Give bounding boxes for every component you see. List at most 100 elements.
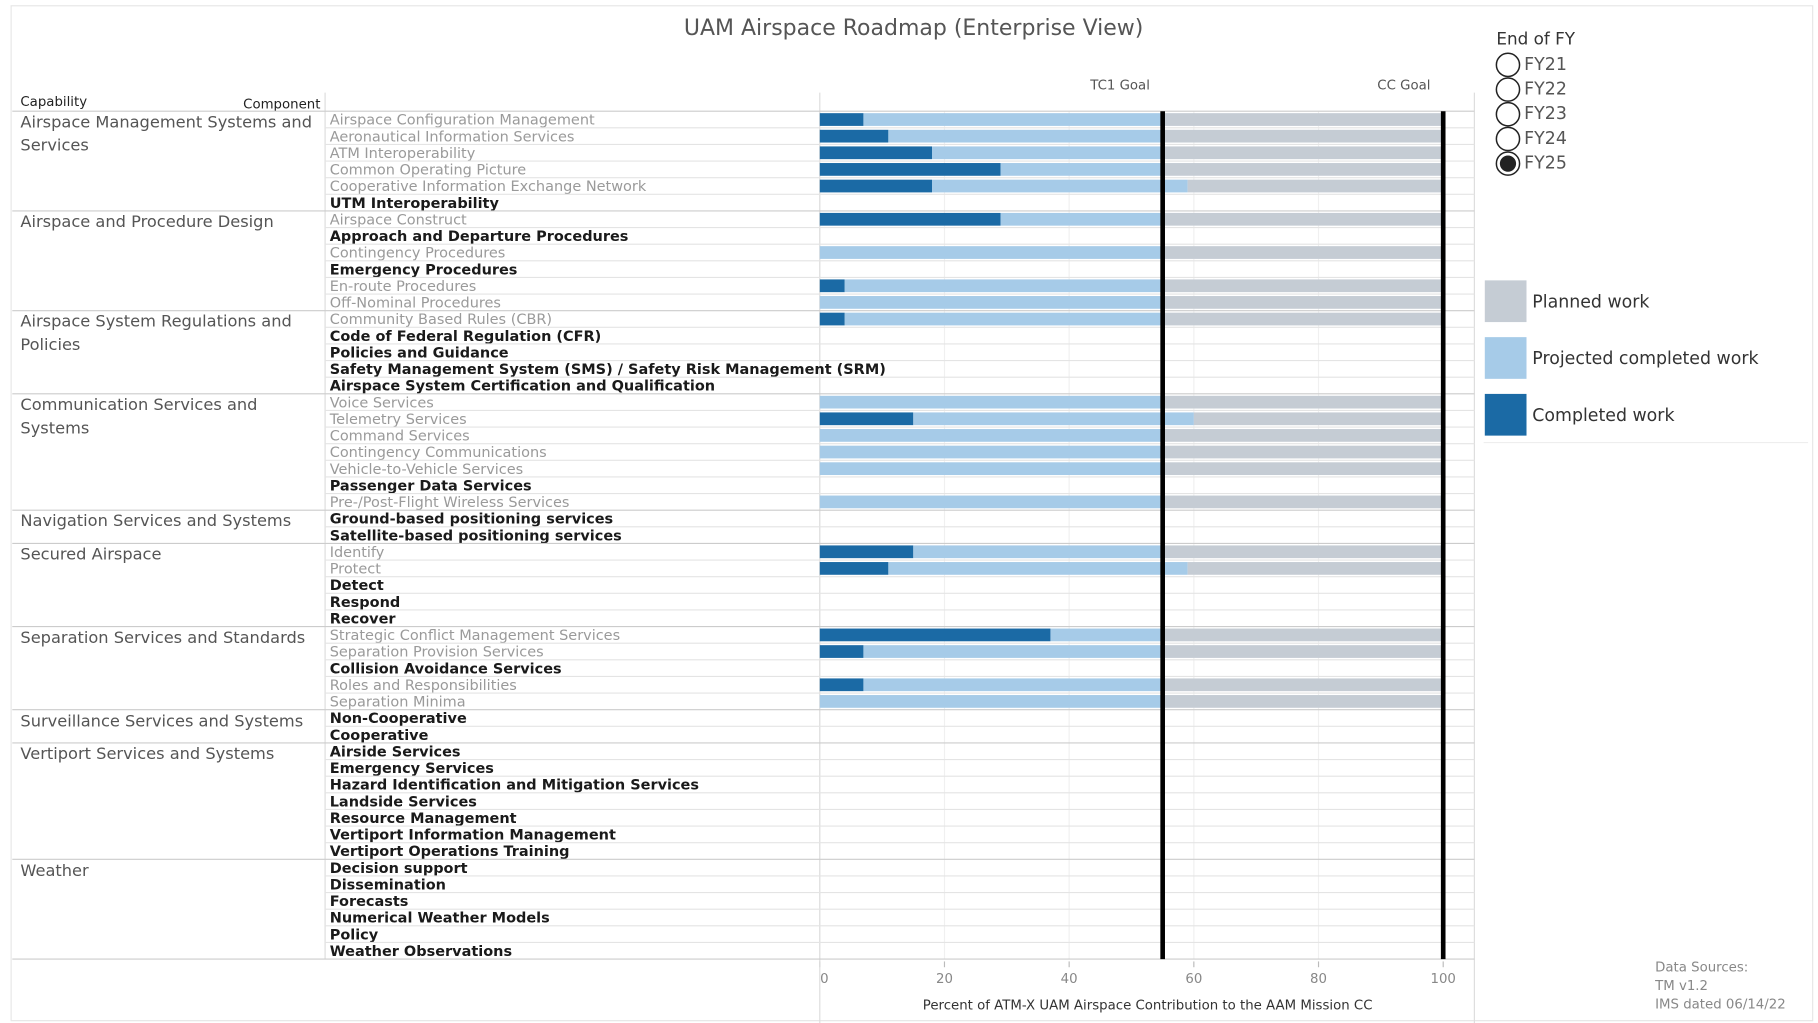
bar-segment: [819, 678, 864, 692]
bar-segment: [863, 645, 1163, 658]
component-label: Ground-based positioning services: [330, 512, 613, 528]
source-note: Data Sources:: [1655, 960, 1748, 975]
component-label: Telemetry Services: [329, 412, 467, 428]
capability-cell: Airspace System Regulations and Policies: [20, 313, 292, 355]
component-label: Command Services: [330, 429, 470, 445]
bar-segment: [1162, 495, 1444, 509]
bar-segment: [1000, 212, 1163, 226]
bar-segment: [913, 545, 1163, 559]
component-label: UTM Interoperability: [330, 196, 500, 212]
bar-segment: [819, 296, 1163, 309]
bar-segment: [913, 412, 1194, 426]
bar-segment: [1162, 113, 1444, 126]
component-label: Numerical Weather Models: [330, 911, 550, 927]
radio-button[interactable]: [1495, 126, 1521, 152]
component-label: Cooperative Information Exchange Network: [330, 179, 647, 195]
bar-segment: [1162, 129, 1444, 143]
capability-label: Surveillance Services and Systems: [20, 712, 304, 731]
capability-label: Airspace Management Systems and Services: [20, 113, 313, 156]
component-label: Weather Observations: [330, 944, 512, 960]
capability-label: Communication Services and Systems: [20, 396, 258, 438]
filter-option: FY25: [1524, 154, 1567, 174]
component-label: Dissemination: [330, 877, 446, 893]
bar-segment: [844, 312, 1163, 326]
x-tick-label: 100: [1430, 972, 1455, 987]
legend-swatch: [1484, 337, 1527, 379]
capability-label: Airspace and Procedure Design: [20, 213, 274, 232]
capability-cell: Communication Services and Systems: [20, 396, 258, 438]
filter-title: End of FY: [1496, 28, 1575, 48]
bar-segment: [1187, 179, 1444, 193]
bar-segment: [863, 678, 1163, 692]
legend-swatch: [1484, 393, 1527, 436]
chart-title: UAM Airspace Roadmap (Enterprise View): [684, 16, 1143, 41]
bar-segment: [888, 562, 1188, 575]
bar-segment: [1162, 146, 1444, 160]
component-label: Voice Services: [330, 395, 434, 411]
component-label: Vertiport Information Management: [330, 828, 616, 844]
component-label: Community Based Rules (CBR): [330, 312, 552, 328]
component-label: Separation Provision Services: [330, 645, 544, 661]
component-label: Vehicle-to-Vehicle Services: [330, 462, 523, 478]
x-tick-label: 80: [1310, 972, 1327, 987]
x-axis-label: Percent of ATM-X UAM Airspace Contributi…: [923, 999, 1373, 1014]
bar-segment: [1162, 246, 1444, 259]
radio-button[interactable]: [1495, 101, 1521, 127]
capability-label: Separation Services and Standards: [20, 628, 306, 648]
radio-dot: [1499, 155, 1517, 172]
bar-segment: [1050, 628, 1163, 642]
component-label: Hazard Identification and Mitigation Ser…: [330, 778, 699, 794]
legend-swatch: [1484, 280, 1527, 323]
component-label: Identify: [330, 545, 385, 561]
bar-segment: [819, 279, 845, 293]
bar-segment: [1162, 296, 1444, 309]
component-label: Code of Federal Regulation (CFR): [330, 329, 602, 345]
bar-segment: [819, 445, 1163, 459]
component-label: Policy: [330, 927, 379, 943]
capability-label: Secured Airspace: [20, 545, 162, 565]
component-label: Resource Management: [330, 811, 517, 827]
component-label: Cooperative: [330, 728, 429, 744]
filter-option: FY21: [1524, 55, 1567, 75]
bar-segment: [819, 146, 933, 160]
radio-button[interactable]: [1495, 52, 1521, 78]
component-label: En-route Procedures: [330, 279, 477, 295]
bar-segment: [932, 179, 1188, 193]
component-label: Emergency Services: [330, 761, 494, 777]
bar-segment: [819, 412, 914, 426]
source-note: TM v1.2: [1654, 979, 1708, 994]
bar-segment: [819, 645, 864, 658]
capability-header: Capability: [20, 95, 87, 110]
component-label: Airside Services: [330, 744, 461, 760]
bar-segment: [1162, 462, 1444, 476]
component-label: Airspace Construct: [330, 212, 467, 228]
bar-segment: [1162, 279, 1444, 293]
component-label: Contingency Communications: [330, 445, 547, 461]
bar-segment: [1162, 395, 1444, 409]
capability-cell: Airspace Management Systems and Services: [20, 113, 313, 156]
component-label: Emergency Procedures: [330, 262, 518, 278]
bar-segment: [863, 113, 1163, 126]
bar-segment: [819, 246, 1163, 259]
capability-label: Navigation Services and Systems: [20, 512, 292, 532]
bar-segment: [819, 179, 933, 193]
component-label: Satellite-based positioning services: [330, 528, 622, 544]
bar-segment: [1162, 628, 1444, 642]
bar-segment: [1162, 312, 1444, 326]
capability-label: Airspace System Regulations and Policies: [20, 313, 292, 355]
bar-segment: [819, 545, 914, 559]
radio-button[interactable]: [1495, 77, 1521, 102]
reference-label: CC Goal: [1377, 79, 1430, 94]
component-label: Pre-/Post-Flight Wireless Services: [330, 495, 570, 511]
component-label: Respond: [330, 595, 401, 611]
component-label: Airspace Configuration Management: [330, 113, 595, 129]
filter-option: FY22: [1524, 80, 1567, 100]
component-header: Component: [243, 97, 320, 112]
component-label: Common Operating Picture: [330, 163, 527, 179]
legend-label: Planned work: [1532, 292, 1649, 312]
component-label: Approach and Departure Procedures: [330, 229, 629, 245]
capability-cell: Navigation Services and Systems: [20, 512, 292, 532]
bar-segment: [844, 279, 1163, 293]
component-label: Passenger Data Services: [330, 478, 532, 494]
capability-cell: Airspace and Procedure Design: [20, 213, 274, 232]
